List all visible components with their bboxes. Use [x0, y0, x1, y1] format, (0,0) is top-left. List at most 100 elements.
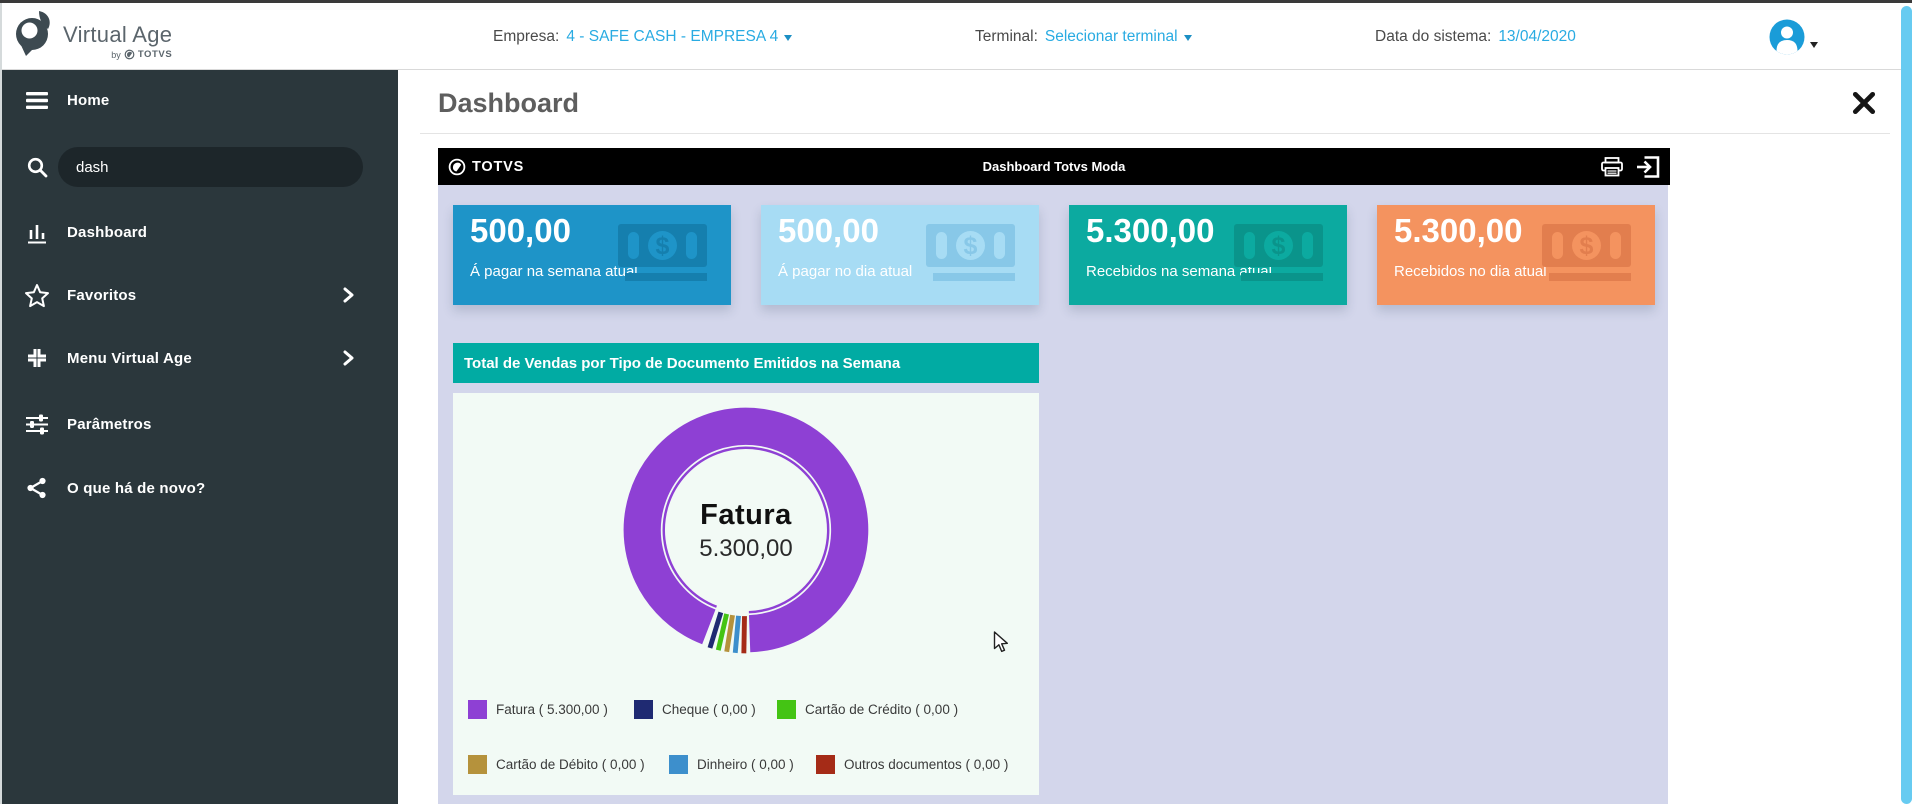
- bar-chart-icon: [24, 221, 50, 244]
- stat-card-value: 500,00: [470, 212, 571, 249]
- svg-text:$: $: [656, 232, 670, 260]
- user-avatar-icon: [1769, 19, 1805, 55]
- chevron-right-icon: [342, 350, 354, 366]
- donut-slice-cartao-debito: [724, 614, 735, 653]
- legend-item-outros-documentos: Outros documentos ( 0,00 ): [816, 755, 1008, 774]
- print-icon[interactable]: [1601, 156, 1623, 177]
- donut-slice-fatura: [623, 407, 869, 653]
- sidebar-item-label: Menu Virtual Age: [67, 349, 192, 367]
- mouse-cursor: [993, 631, 1008, 653]
- legend-item-cheque: Cheque ( 0,00 ): [634, 700, 777, 719]
- grid-corners-icon: [24, 347, 50, 369]
- legend-swatch: [669, 755, 688, 774]
- stat-card-label: Á pagar no dia atual: [778, 263, 913, 280]
- sidebar-item-parametros[interactable]: Parâmetros: [0, 401, 398, 447]
- app-header: Virtual Age by TOTVS Empresa: 4 - SAFE C…: [0, 3, 1912, 70]
- chart-legend-row: Cartão de Débito ( 0,00 ) Dinheiro ( 0,0…: [468, 755, 1031, 774]
- sidebar-item-menu-virtual-age[interactable]: Menu Virtual Age: [0, 335, 398, 381]
- chevron-down-icon: [1183, 34, 1192, 41]
- terminal-field: Terminal: Selecionar terminal: [975, 3, 1192, 70]
- donut-chart: Fatura 5.300,00: [609, 393, 883, 674]
- sidebar: Home Dashboard Favoritos: [0, 70, 398, 804]
- sidebar-item-o-que-ha-de-novo[interactable]: O que há de novo?: [0, 465, 398, 511]
- logo-by-brand: TOTVS: [137, 49, 173, 60]
- virtual-age-logo: Virtual Age by TOTVS: [12, 10, 172, 60]
- chart-panel-body: Fatura 5.300,00 Fatura ( 5.300,00 ) Cheq…: [453, 393, 1039, 795]
- donut-center-title: Fatura: [700, 498, 792, 531]
- page-title: Dashboard: [438, 88, 580, 118]
- stat-card-label: Recebidos no dia atual: [1394, 263, 1547, 280]
- legend-swatch: [468, 700, 487, 719]
- money-bill-icon: $: [618, 224, 707, 281]
- dashboard-title-bar: TOTVS Dashboard Totvs Moda: [438, 148, 1670, 185]
- stat-card-pagar-semana: 500,00 Á pagar na semana atual. $: [453, 205, 731, 305]
- window-left-edge: [0, 3, 2, 804]
- hamburger-menu-icon[interactable]: [24, 91, 50, 109]
- stat-card-value: 5.300,00: [1394, 212, 1523, 249]
- chevron-right-icon: [342, 287, 354, 303]
- stat-card-recebidos-dia: 5.300,00 Recebidos no dia atual $: [1377, 205, 1655, 305]
- totvs-brand-label: TOTVS: [472, 158, 525, 175]
- search-input[interactable]: [58, 147, 363, 187]
- share-icon: [24, 477, 50, 499]
- system-date-label: Data do sistema:: [1375, 27, 1492, 45]
- exit-icon[interactable]: [1636, 155, 1660, 178]
- legend-item-dinheiro: Dinheiro ( 0,00 ): [669, 755, 816, 774]
- logo-by-label: by: [111, 49, 121, 60]
- donut-inner-ring: [662, 446, 830, 614]
- window-top-edge: [0, 0, 1912, 3]
- svg-text:$: $: [1272, 232, 1286, 260]
- stat-card-label: Á pagar na semana atual.: [470, 263, 642, 280]
- totvs-circle-icon: [448, 158, 466, 175]
- totvs-brand: TOTVS: [448, 158, 524, 176]
- search-icon: [24, 156, 50, 178]
- user-menu[interactable]: [1768, 18, 1818, 56]
- empresa-field: Empresa: 4 - SAFE CASH - EMPRESA 4: [493, 3, 793, 70]
- sidebar-item-dashboard[interactable]: Dashboard: [0, 209, 398, 255]
- money-bill-icon: $: [926, 224, 1015, 281]
- sidebar-item-label: O que há de novo?: [67, 479, 206, 497]
- sidebar-item-label: Parâmetros: [67, 415, 152, 433]
- sidebar-item-label: Dashboard: [67, 223, 148, 241]
- chevron-down-icon: [784, 34, 793, 41]
- vertical-scrollbar[interactable]: [1901, 6, 1912, 804]
- donut-slice-cartao-credito: [715, 613, 730, 651]
- sidebar-home[interactable]: Home: [0, 77, 398, 123]
- sliders-icon: [24, 414, 50, 435]
- system-date-value[interactable]: 13/04/2020: [1498, 27, 1576, 45]
- money-bill-icon: $: [1234, 224, 1323, 281]
- dashboard-content-area: 500,00 Á pagar na semana atual. $ 500,00…: [438, 185, 1668, 804]
- stat-cards-row: 500,00 Á pagar na semana atual. $ 500,00…: [453, 205, 1655, 305]
- close-icon[interactable]: [1851, 90, 1877, 116]
- legend-swatch: [634, 700, 653, 719]
- terminal-dropdown[interactable]: Selecionar terminal: [1045, 28, 1192, 46]
- sidebar-home-label: Home: [67, 91, 110, 109]
- legend-item-fatura: Fatura ( 5.300,00 ): [468, 700, 634, 719]
- donut-chart-svg: [623, 407, 869, 654]
- legend-swatch: [816, 755, 835, 774]
- chart-legend-row: Fatura ( 5.300,00 ) Cheque ( 0,00 ) Cart…: [468, 700, 1031, 719]
- donut-slice-cheque: [707, 611, 724, 649]
- chevron-down-icon: [1810, 42, 1818, 48]
- empresa-label: Empresa:: [493, 27, 560, 45]
- chart-panel-header: Total de Vendas por Tipo de Documento Em…: [453, 343, 1039, 383]
- stat-card-value: 500,00: [778, 212, 879, 249]
- stat-card-value: 5.300,00: [1086, 212, 1215, 249]
- star-icon: [24, 283, 50, 308]
- donut-slice-outros: [741, 616, 747, 654]
- svg-text:$: $: [964, 232, 978, 260]
- stat-card-label: Recebidos na semana atual: [1086, 263, 1272, 280]
- sidebar-item-favoritos[interactable]: Favoritos: [0, 272, 398, 318]
- chart-panel-title: Total de Vendas por Tipo de Documento Em…: [464, 354, 901, 372]
- donut-center-value: 5.300,00: [699, 534, 793, 562]
- system-date-field: Data do sistema: 13/04/2020: [1375, 3, 1576, 70]
- dashboard-bar-title: Dashboard Totvs Moda: [982, 159, 1126, 174]
- legend-swatch: [468, 755, 487, 774]
- sidebar-item-label: Favoritos: [67, 286, 137, 304]
- donut-slice-dinheiro: [732, 615, 741, 654]
- divider: [420, 133, 1890, 134]
- totvs-circle-icon: [124, 49, 135, 60]
- empresa-dropdown[interactable]: 4 - SAFE CASH - EMPRESA 4: [566, 28, 793, 46]
- legend-item-cartao-debito: Cartão de Débito ( 0,00 ): [468, 755, 669, 774]
- logo-brand-text: Virtual Age: [63, 22, 173, 47]
